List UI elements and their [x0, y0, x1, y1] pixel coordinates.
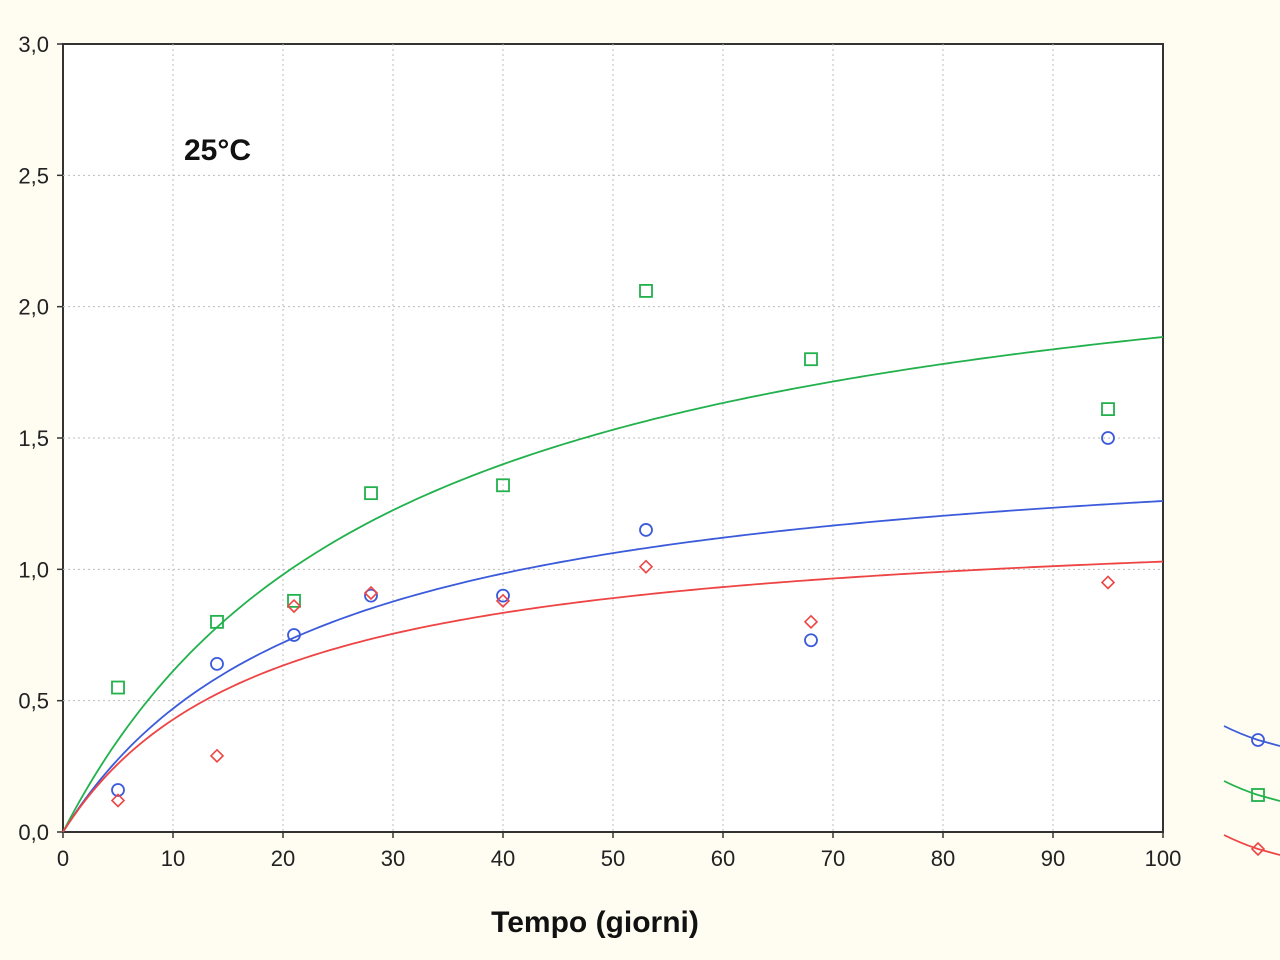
- x-axis-ticks: 0 10 20 30 40 50 60 70 80 90 100: [57, 832, 1181, 871]
- legend-line-green: [1223, 780, 1280, 802]
- y-axis-ticks: 0,0 0,5 1,0 1,5 2,0 2,5 3,0: [18, 32, 63, 845]
- data-point-red: [209, 748, 225, 763]
- data-point-blue: [364, 588, 378, 603]
- y-tick-label: 0,0: [18, 820, 49, 845]
- y-tick-label: 2,0: [18, 295, 49, 320]
- x-tick-label: 90: [1041, 846, 1065, 871]
- data-point-red: [638, 559, 654, 574]
- data-point-blue: [804, 633, 818, 648]
- temperature-annotation: 25°C: [184, 134, 251, 167]
- data-point-green: [210, 614, 224, 629]
- y-tick-label: 3,0: [18, 32, 49, 57]
- data-point-red: [495, 593, 511, 608]
- data-point-green: [804, 352, 818, 367]
- x-tick-label: 20: [271, 846, 295, 871]
- data-point-blue: [639, 523, 653, 537]
- data-point-blue: [1101, 431, 1115, 445]
- x-axis-label: Tempo (giorni): [491, 906, 699, 939]
- data-point-green: [496, 478, 510, 493]
- x-tick-label: 30: [381, 846, 405, 871]
- fit-curve-blue: [62, 500, 1164, 833]
- legend-marker-green: [1251, 788, 1265, 802]
- x-tick-label: 40: [491, 846, 515, 871]
- fit-curves: [62, 336, 1164, 833]
- data-point-green: [111, 680, 125, 695]
- legend-line-red: [1223, 834, 1280, 856]
- data-point-red: [363, 585, 379, 601]
- legend: [1223, 725, 1280, 857]
- data-points: [110, 284, 1116, 808]
- data-point-blue: [287, 628, 301, 642]
- data-point-red: [1100, 575, 1116, 590]
- x-tick-label: 10: [161, 846, 185, 871]
- data-point-blue: [111, 783, 125, 797]
- x-tick-label: 70: [821, 846, 845, 871]
- data-point-green: [364, 486, 378, 501]
- legend-marker-blue: [1251, 733, 1265, 747]
- data-point-red: [803, 614, 819, 629]
- x-tick-label: 80: [931, 846, 955, 871]
- x-tick-label: 60: [711, 846, 735, 871]
- data-point-red: [110, 793, 126, 808]
- data-point-blue: [210, 656, 224, 671]
- gridlines: [63, 44, 1163, 832]
- legend-line-blue: [1223, 725, 1280, 747]
- y-tick-label: 0,5: [18, 689, 49, 714]
- y-tick-label: 2,5: [18, 163, 49, 188]
- x-tick-label: 50: [601, 846, 625, 871]
- legend-marker-red: [1250, 841, 1266, 857]
- fit-curve-red: [62, 560, 1164, 833]
- y-tick-label: 1,0: [18, 557, 49, 582]
- data-point-red: [286, 598, 302, 614]
- data-point-green: [1101, 402, 1115, 417]
- fit-curve-green: [62, 336, 1164, 833]
- x-tick-label: 100: [1145, 846, 1182, 871]
- data-point-blue: [496, 588, 510, 603]
- y-tick-label: 1,5: [18, 426, 49, 451]
- data-point-green: [287, 593, 301, 608]
- x-tick-label: 0: [57, 846, 69, 871]
- data-point-green: [639, 284, 653, 298]
